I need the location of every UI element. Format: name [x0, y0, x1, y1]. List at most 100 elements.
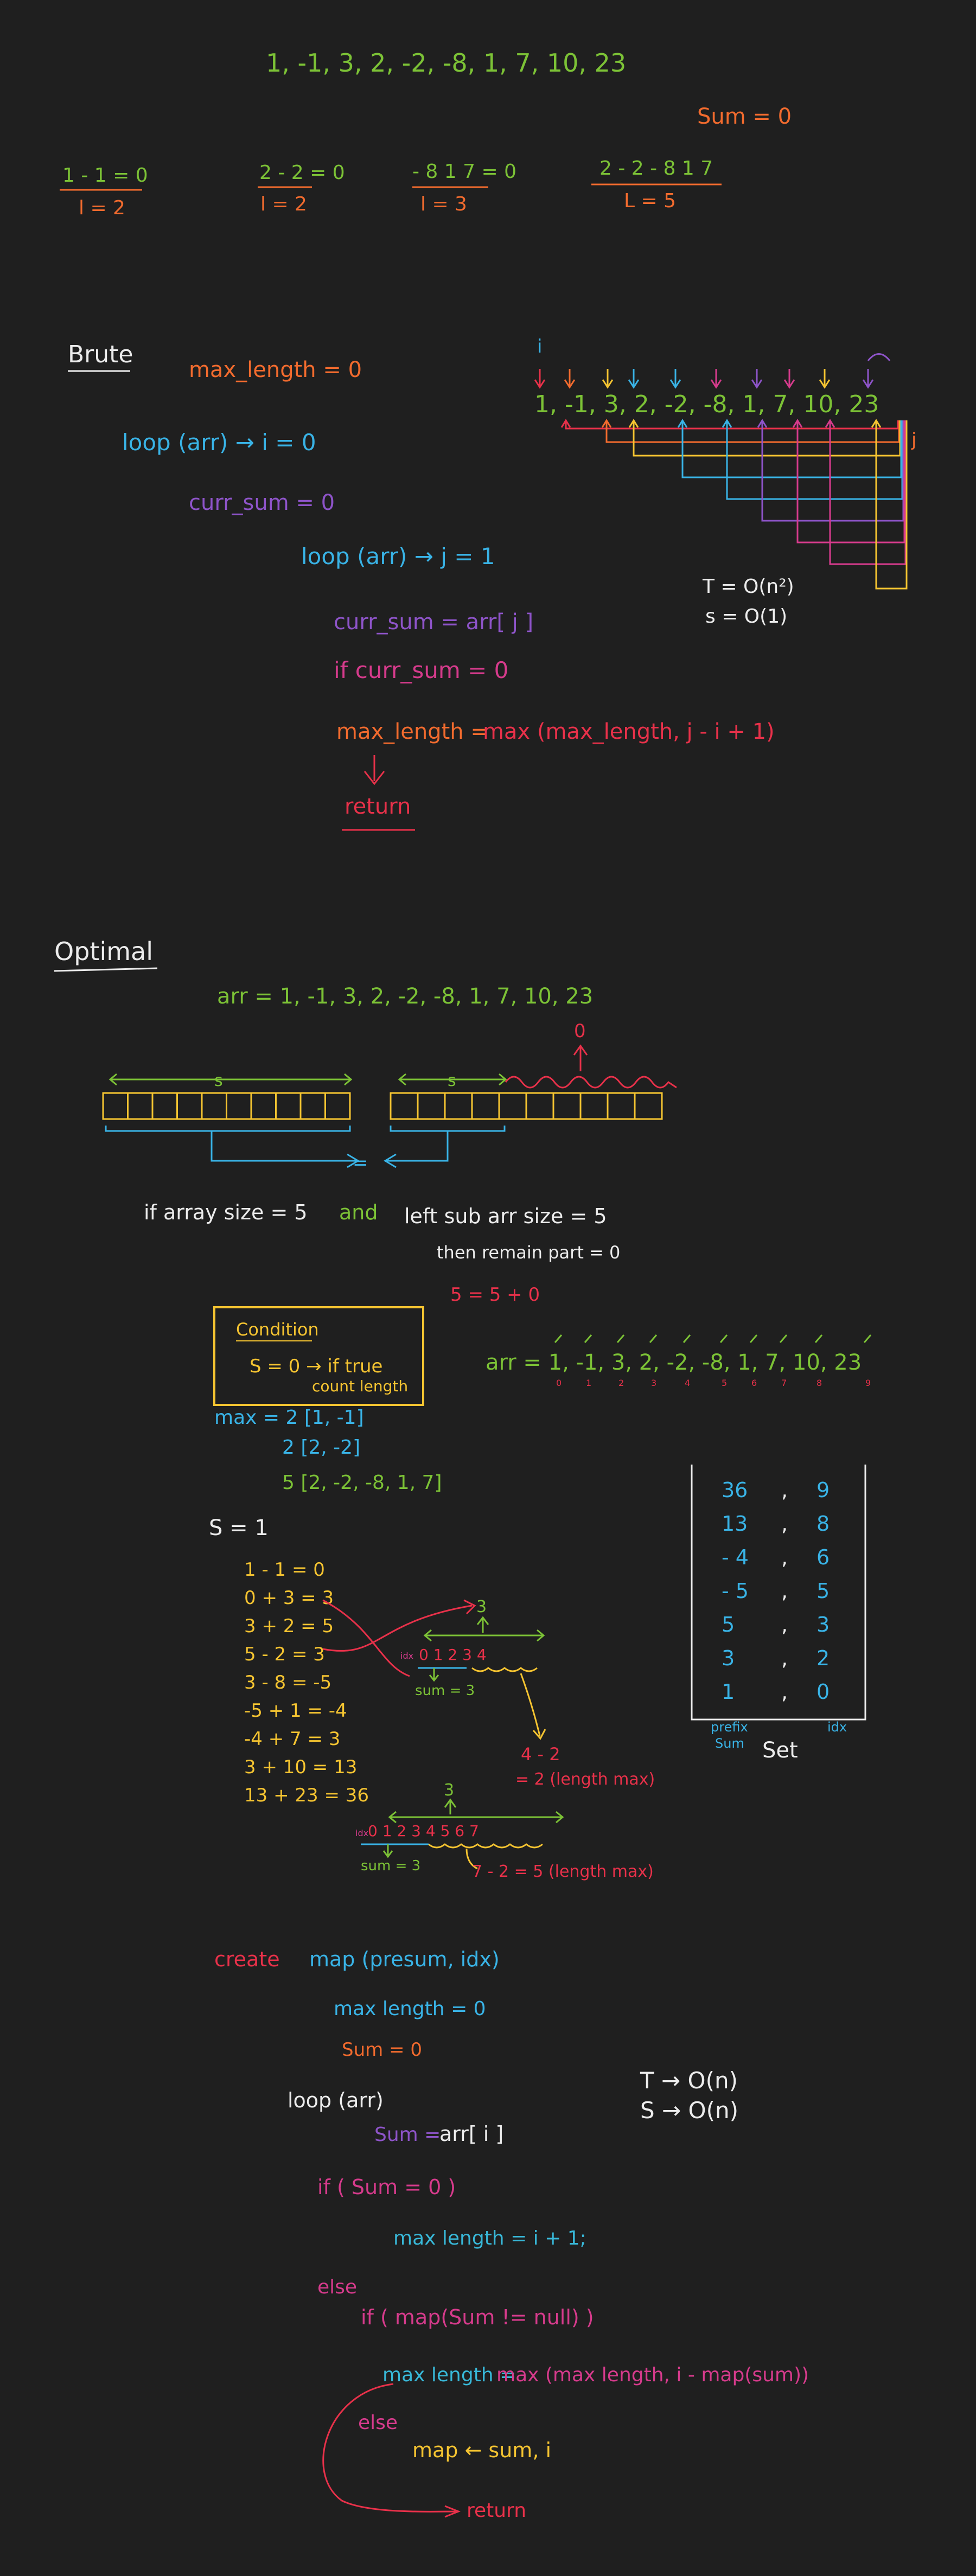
brute-pointer-arrows: [534, 353, 891, 389]
top-array: 1, -1, 3, 2, -2, -8, 1, 7, 10, 23: [266, 48, 626, 78]
index-number: 7: [781, 1378, 787, 1388]
mini2-wave: [428, 1843, 543, 1849]
mini-diagram-1: 3 idx 0 1 2 3 4 sum = 3 4 - 2 = 2 (lengt…: [322, 1597, 655, 1789]
brute-line-3: curr_sum = 0: [189, 490, 335, 515]
indexed-array: arr = 1, -1, 3, 2, -2, -8, 1, 7, 10, 23: [486, 1350, 862, 1375]
code-line-2: Sum = 0: [342, 2039, 422, 2061]
mini2-idx-tiny: idx: [355, 1828, 368, 1838]
mini2-result: 7 - 2 = 5 (length max): [472, 1862, 654, 1881]
example-2-bottom: l = 2: [260, 193, 307, 215]
brute-line-1: max_length = 0: [189, 357, 362, 382]
optimal-title-underline: [54, 967, 158, 972]
table-border: [691, 1465, 866, 1721]
example-1-bottom: l = 2: [79, 197, 125, 219]
and-label: and: [339, 1200, 378, 1224]
table-comma: ,: [781, 1680, 788, 1704]
tick-mark: [749, 1334, 758, 1343]
return-loop-arrow: [322, 2383, 461, 2518]
prefix-step: 3 - 8 = -5: [244, 1672, 331, 1693]
left-box-diagram: s =: [102, 1071, 368, 1174]
table-comma: ,: [781, 1579, 788, 1603]
brute-time: T = O(n²): [702, 576, 794, 598]
prefix-step: 3 + 10 = 13: [244, 1756, 357, 1778]
prefix-step: -5 + 1 = -4: [244, 1700, 347, 1722]
prefix-step: 1 - 1 = 0: [244, 1559, 325, 1581]
code-line-3: loop (arr): [288, 2088, 384, 2112]
table-idx-cell: 0: [816, 1680, 830, 1704]
brute-line-7b: max (max_length, j - i + 1): [483, 719, 775, 744]
table-comma: ,: [781, 1646, 788, 1670]
table-sum-label: Sum: [715, 1736, 744, 1751]
pointer-arrow-icon: [564, 369, 576, 389]
max-3: 5 [2, -2, -8, 1, 7]: [282, 1472, 442, 1494]
index-number: 6: [751, 1378, 757, 1388]
brute-line-5: curr_sum = arr[ j ]: [334, 610, 533, 635]
table-sum-cell: 13: [722, 1512, 748, 1536]
left-brace-arrow: [105, 1126, 360, 1168]
right-array-cells: [390, 1092, 663, 1120]
mini1-top: 3: [476, 1597, 487, 1616]
brute-title: Brute: [68, 341, 133, 368]
code-time: T → O(n): [640, 2067, 738, 2094]
brute-line-7a: max_length =: [336, 719, 489, 744]
example-4-bottom: L = 5: [624, 190, 676, 212]
code-line-8: if ( map(Sum != null) ): [361, 2305, 594, 2329]
code-space: S → O(n): [640, 2097, 738, 2124]
table-rows: 36, 9 13, 8 - 4, 6 - 5, 5 5, 3 3, 2 1, 0: [722, 1478, 830, 1704]
table-idx-cell: 3: [816, 1613, 830, 1637]
table-sum-cell: - 5: [722, 1579, 749, 1603]
code-line-11: map ← sum, i: [412, 2438, 551, 2462]
index-number: 2: [618, 1378, 624, 1388]
tick-mark: [814, 1334, 823, 1343]
brute-line-6: if curr_sum = 0: [334, 657, 508, 683]
table-idx-cell: 5: [816, 1579, 830, 1603]
index-number: 8: [816, 1378, 822, 1388]
tick-mark: [719, 1334, 728, 1343]
equals-label: =: [353, 1152, 368, 1174]
condition-body-2: count length: [312, 1377, 408, 1395]
prefix-step: -4 + 7 = 3: [244, 1728, 340, 1750]
example-4-top: 2 - 2 - 8 1 7: [599, 157, 713, 180]
table-idx-label: idx: [827, 1720, 847, 1735]
pointer-arrow-icon: [819, 369, 831, 389]
double-arrow-icon-2: [398, 1073, 507, 1086]
brute-range-brackets: [560, 419, 908, 590]
table-sum-cell: - 4: [722, 1545, 749, 1569]
table-prefix-label: prefix: [711, 1720, 748, 1735]
tick-mark: [682, 1334, 691, 1343]
table-comma: ,: [781, 1478, 788, 1502]
right-box-diagram: s 0: [384, 1020, 677, 1168]
optimal-section: Optimal arr = 1, -1, 3, 2, -2, -8, 1, 7,…: [54, 937, 872, 1881]
index-number: 3: [651, 1378, 656, 1388]
array-cell: [324, 1092, 351, 1120]
mini2-sum: sum = 3: [361, 1858, 420, 1874]
index-number: 1: [586, 1378, 591, 1388]
condition-box: [213, 1306, 424, 1406]
code-create: create: [214, 1947, 280, 1971]
brute-section: Brute max_length = 0 loop (arr) → i = 0 …: [68, 336, 916, 831]
range-bracket: [871, 419, 908, 590]
table-idx-cell: 8: [816, 1512, 830, 1536]
tick-mark: [554, 1334, 563, 1343]
table-idx-cell: 2: [816, 1646, 830, 1670]
code-line-4a: Sum =: [374, 2124, 441, 2146]
s-equals: S = 1: [209, 1516, 269, 1541]
mini2-result-arrow: [465, 1848, 478, 1870]
tick-mark: [863, 1334, 872, 1343]
example-1-top: 1 - 1 = 0: [62, 164, 148, 187]
prefix-sum-table: 36, 9 13, 8 - 4, 6 - 5, 5 5, 3 3, 2 1, 0 prefix Sum i…: [691, 1465, 866, 1763]
zero-label: 0: [574, 1020, 586, 1042]
pointer-arrow-icon: [751, 369, 763, 389]
example-3-bottom: l = 3: [420, 193, 467, 215]
range-bracket: [601, 419, 900, 443]
cross-arrow-2: [322, 1599, 410, 1677]
j-label: j: [911, 429, 916, 451]
pointer-arrow-icon: [534, 369, 546, 389]
mini-diagram-2: 3 idx 0 1 2 3 4 5 6 7 sum = 3 7 - 2 = 5 …: [355, 1781, 654, 1881]
table-sum-cell: 1: [722, 1680, 735, 1704]
code-line-4b: arr[ i ]: [439, 2122, 503, 2146]
cross-arrow-1: [322, 1599, 476, 1652]
array-cell: [634, 1092, 663, 1120]
mini2-top: 3: [444, 1781, 454, 1800]
